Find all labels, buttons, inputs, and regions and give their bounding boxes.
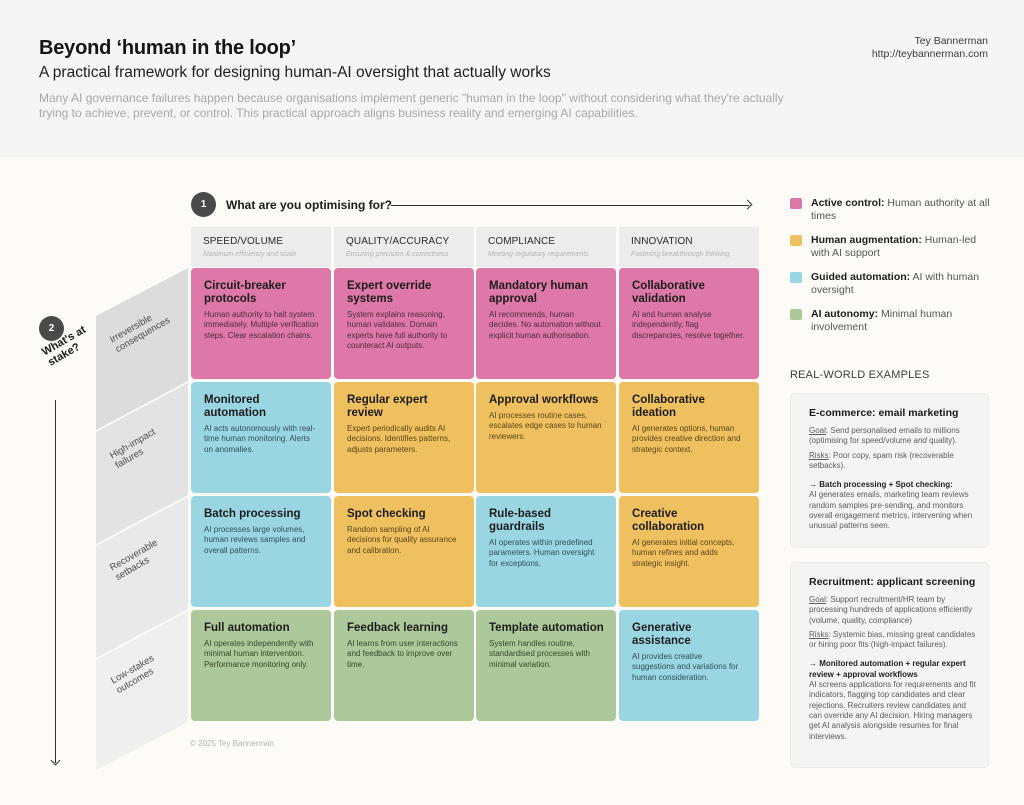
cell-description: AI operates within predefined parameters… <box>489 538 595 568</box>
legend-ai-autonomy: AI autonomy: Minimal human involvement <box>790 308 990 334</box>
arrow-down-icon <box>50 755 61 766</box>
cell-title: Creative collaboration <box>632 508 705 533</box>
cell-monitored-automation: Monitored automation AI acts autonomousl… <box>191 382 331 493</box>
cell-creative-collaboration: Creative collaboration AI generates init… <box>619 496 759 607</box>
swatch-green-icon <box>790 309 802 320</box>
cell-title: Circuit-breaker protocols <box>204 280 286 305</box>
swatch-blue-icon <box>790 272 802 283</box>
arrow-right-icon <box>742 199 753 210</box>
cell-description: AI acts autonomously with real-time huma… <box>204 424 316 454</box>
cell-description: AI recommends, human decides. No automat… <box>489 310 601 340</box>
legend-human-augmentation: Human augmentation: Human-led with AI su… <box>790 234 990 260</box>
step-2-badge: 2 <box>39 316 64 341</box>
cell-title: Expert override systems <box>347 280 432 305</box>
example-approach: → Batch processing + Spot checking: AI ge… <box>809 480 973 531</box>
step-1-badge: 1 <box>191 192 216 217</box>
example-title: E-commerce: email marketing <box>809 407 959 419</box>
cell-batch-processing: Batch processing AI processes large volu… <box>191 496 331 607</box>
cell-title: Spot checking <box>347 508 426 520</box>
cell-expert-override: Expert override systems System explains … <box>334 268 474 379</box>
cell-collaborative-ideation: Collaborative ideation AI generates opti… <box>619 382 759 493</box>
swatch-yellow-icon <box>790 235 802 246</box>
cell-title: Rule-based guardrails <box>489 508 551 533</box>
cell-full-automation: Full automation AI operates independentl… <box>191 610 331 721</box>
example-risks: Risks: Systemic bias, missing great cand… <box>809 629 976 650</box>
legend-guided-automation: Guided automation: AI with human oversig… <box>790 271 990 297</box>
author-block: Tey Bannerman http://teybannerman.com <box>872 35 988 61</box>
header-band <box>0 0 1024 157</box>
cell-description: AI operates independently with minimal h… <box>204 639 314 669</box>
cell-collaborative-validation: Collaborative validation AI and human an… <box>619 268 759 379</box>
cell-rule-based-guardrails: Rule-based guardrails AI operates within… <box>476 496 616 607</box>
cell-description: AI learns from user interactions and fee… <box>347 639 458 669</box>
cell-title: Feedback learning <box>347 622 448 634</box>
cell-title: Collaborative ideation <box>632 394 705 419</box>
cell-title: Regular expert review <box>347 394 428 419</box>
column-subtitle: Fostering breakthrough thinking <box>631 251 730 258</box>
cell-generative-assistance: Generative assistance AI provides creati… <box>619 610 759 721</box>
page-title: Beyond ‘human in the loop’ <box>39 37 297 59</box>
column-subtitle: Ensuring precision & correctness <box>346 251 449 258</box>
axis-y-line <box>55 400 56 763</box>
cell-approval-workflows: Approval workflows AI processes routine … <box>476 382 616 493</box>
cell-feedback-learning: Feedback learning AI learns from user in… <box>334 610 474 721</box>
cell-circuit-breaker: Circuit-breaker protocols Human authorit… <box>191 268 331 379</box>
cell-mandatory-approval: Mandatory human approval AI recommends, … <box>476 268 616 379</box>
example-card-recruitment: Recruitment: applicant screening Goal: S… <box>790 562 989 768</box>
cell-description: Human authority to halt system immediate… <box>204 310 319 340</box>
cell-title: Collaborative validation <box>632 280 705 305</box>
copyright: © 2025 Tey Bannerman <box>190 739 275 748</box>
example-goal: Goal: Support recruitment/HR team by pro… <box>809 595 973 625</box>
cell-description: AI processes routine cases, escalates ed… <box>489 411 602 441</box>
column-header-quality: QUALITY/ACCURACY Ensuring precision & co… <box>334 227 474 267</box>
cell-description: AI provides creative suggestions and var… <box>632 652 739 682</box>
swatch-pink-icon <box>790 198 802 209</box>
author-name: Tey Bannerman <box>914 35 988 47</box>
page-subtitle: A practical framework for designing huma… <box>39 64 551 81</box>
example-card-ecommerce: E-commerce: email marketing Goal: Send p… <box>790 393 989 548</box>
axis-x-label: What are you optimising for? <box>226 198 393 212</box>
cell-description: Expert periodically audits AI decisions.… <box>347 424 451 454</box>
column-title: SPEED/VOLUME <box>203 236 284 247</box>
row-bands <box>96 268 188 770</box>
cell-title: Mandatory human approval <box>489 280 589 305</box>
cell-description: AI generates options, human provides cre… <box>632 424 741 454</box>
cell-description: System handles routine, standardised pro… <box>489 639 590 669</box>
example-goal: Goal: Send personalised emails to millio… <box>809 426 960 446</box>
cell-description: AI and human analyse independently, flag… <box>632 310 745 340</box>
example-title: Recruitment: applicant screening <box>809 576 976 588</box>
cell-description: AI processes large volumes, human review… <box>204 525 306 555</box>
cell-title: Monitored automation <box>204 394 266 419</box>
cell-description: System explains reasoning, human validat… <box>347 310 448 350</box>
column-header-compliance: COMPLIANCE Meeting regulatory requiremen… <box>476 227 616 267</box>
cell-title: Generative assistance <box>632 622 692 647</box>
column-title: COMPLIANCE <box>488 236 556 247</box>
column-subtitle: Maximum efficiency and scale <box>203 251 297 258</box>
column-header-innovation: INNOVATION Fostering breakthrough thinki… <box>619 227 759 267</box>
cell-title: Full automation <box>204 622 290 634</box>
cell-description: AI generates initial concepts, human ref… <box>632 538 735 568</box>
cell-template-automation: Template automation System handles routi… <box>476 610 616 721</box>
cell-regular-expert-review: Regular expert review Expert periodicall… <box>334 382 474 493</box>
cell-title: Approval workflows <box>489 394 599 406</box>
column-title: INNOVATION <box>631 236 693 247</box>
column-title: QUALITY/ACCURACY <box>346 236 450 247</box>
cell-title: Batch processing <box>204 508 301 520</box>
cell-description: Random sampling of AI decisions for qual… <box>347 525 457 555</box>
intro-text: Many AI governance failures happen becau… <box>39 91 784 120</box>
author-url[interactable]: http://teybannerman.com <box>871 48 988 60</box>
legend-active-control: Active control: Human authority at all t… <box>790 197 990 223</box>
cell-title: Template automation <box>489 622 604 634</box>
column-subtitle: Meeting regulatory requirements <box>488 251 589 258</box>
column-header-speed: SPEED/VOLUME Maximum efficiency and scal… <box>191 227 331 267</box>
axis-x-line <box>391 205 749 206</box>
examples-heading: REAL-WORLD EXAMPLES <box>790 369 930 381</box>
example-approach: → Monitored automation + regular expert … <box>809 659 976 741</box>
example-risks: Risks: Poor copy, spam risk (recoverable… <box>809 450 954 470</box>
cell-spot-checking: Spot checking Random sampling of AI deci… <box>334 496 474 607</box>
